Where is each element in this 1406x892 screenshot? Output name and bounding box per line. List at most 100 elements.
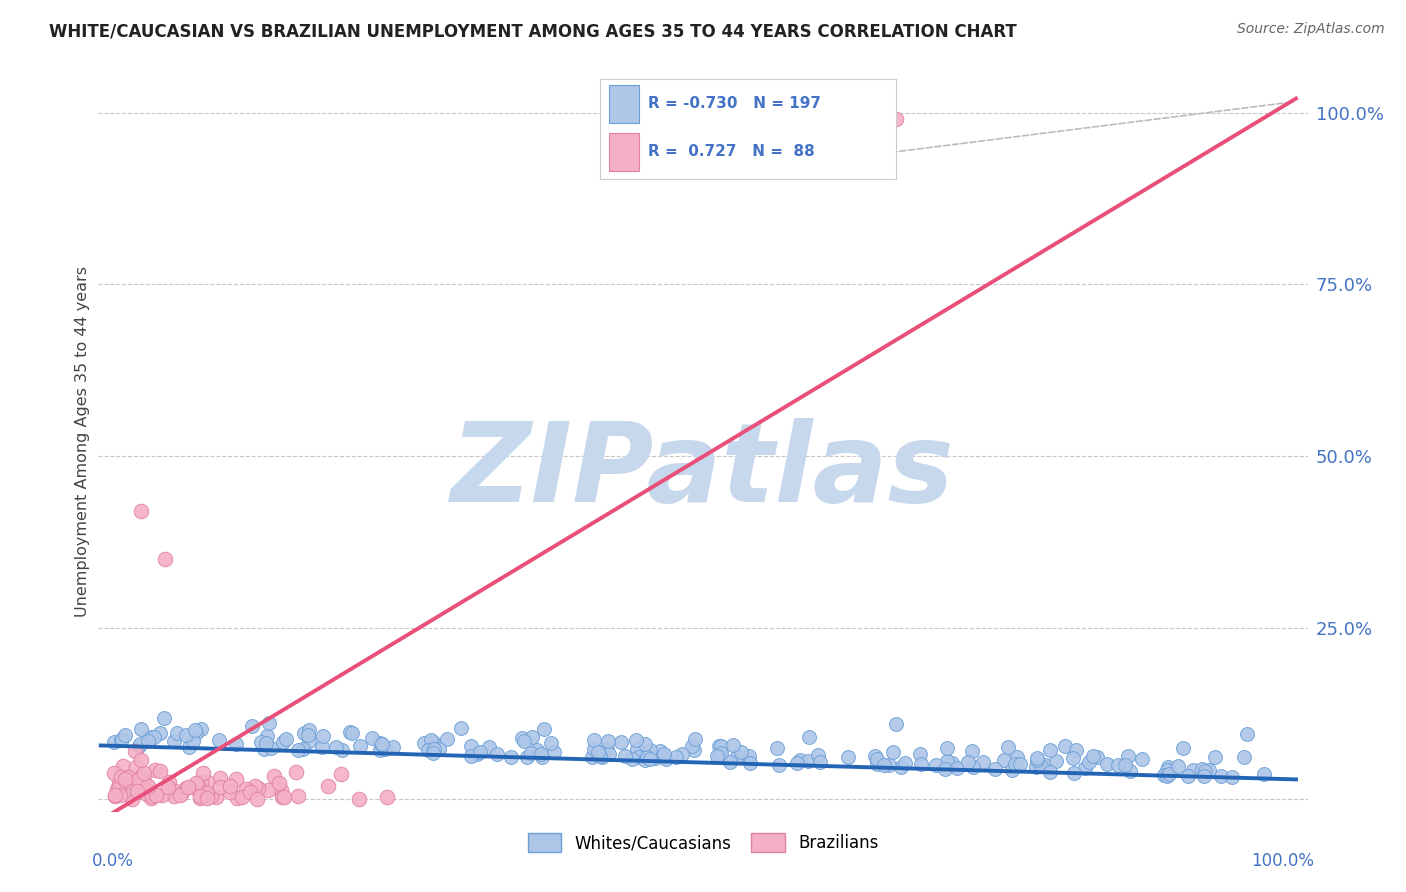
Point — [533, 723, 555, 737]
Point — [340, 726, 363, 740]
Point — [543, 745, 565, 759]
Point — [153, 552, 176, 566]
Point — [325, 740, 347, 755]
Point — [136, 779, 159, 793]
Point — [174, 728, 197, 742]
Point — [111, 776, 134, 790]
Point — [169, 788, 191, 802]
Point — [837, 750, 859, 764]
Point — [1114, 757, 1136, 772]
Point — [654, 747, 676, 761]
Point — [436, 732, 458, 747]
Point — [191, 766, 214, 780]
Point — [740, 756, 762, 771]
Point — [1204, 750, 1226, 764]
Point — [1007, 749, 1029, 764]
Point — [127, 772, 149, 787]
Point — [596, 742, 619, 756]
Point — [589, 748, 612, 763]
Point — [121, 792, 143, 806]
Point — [655, 751, 678, 765]
Point — [287, 742, 309, 756]
Point — [465, 747, 488, 761]
Point — [936, 754, 959, 768]
Point — [129, 722, 152, 736]
Point — [627, 750, 650, 764]
Point — [730, 745, 752, 759]
Point — [1004, 757, 1026, 772]
Point — [613, 748, 636, 763]
Point — [117, 774, 139, 789]
Point — [148, 726, 170, 740]
Point — [1130, 752, 1153, 766]
Point — [962, 760, 984, 774]
Point — [1010, 756, 1032, 771]
Point — [250, 735, 273, 749]
Point — [665, 750, 688, 764]
Point — [107, 774, 129, 789]
Point — [956, 755, 979, 769]
Point — [1026, 750, 1049, 764]
Point — [156, 780, 179, 794]
Point — [267, 776, 290, 790]
Point — [1118, 764, 1140, 778]
Legend: Whites/Caucasians, Brazilians: Whites/Caucasians, Brazilians — [522, 826, 884, 859]
Point — [682, 743, 704, 757]
Point — [195, 786, 218, 800]
Point — [1073, 761, 1095, 775]
Point — [634, 753, 657, 767]
Point — [330, 743, 353, 757]
Point — [273, 790, 295, 805]
Point — [112, 784, 135, 798]
Point — [626, 742, 648, 756]
Point — [374, 742, 396, 756]
Point — [540, 736, 562, 750]
Point — [889, 760, 911, 774]
Point — [235, 781, 257, 796]
Point — [1107, 758, 1129, 772]
Point — [709, 747, 731, 761]
Point — [117, 787, 139, 801]
Point — [1209, 769, 1232, 783]
Point — [908, 747, 931, 762]
Point — [104, 789, 127, 803]
Point — [105, 781, 128, 796]
Point — [257, 716, 280, 731]
Point — [866, 752, 889, 766]
Point — [946, 761, 969, 775]
Point — [129, 737, 152, 751]
Point — [347, 792, 370, 806]
Point — [132, 766, 155, 780]
Point — [1253, 766, 1275, 780]
Point — [297, 723, 319, 737]
Point — [110, 732, 132, 747]
Point — [225, 737, 247, 751]
Point — [1039, 743, 1062, 757]
Point — [124, 744, 146, 758]
Point — [117, 770, 139, 784]
Point — [368, 742, 391, 756]
Point — [681, 739, 703, 754]
Point — [460, 748, 482, 763]
Point — [103, 765, 125, 780]
Point — [134, 786, 156, 800]
Point — [136, 783, 159, 797]
Point — [582, 741, 605, 756]
Point — [209, 771, 232, 785]
Point — [863, 748, 886, 763]
Point — [1236, 727, 1258, 741]
Point — [1191, 762, 1213, 776]
Point — [1233, 750, 1256, 764]
Point — [254, 736, 277, 750]
Point — [1085, 750, 1108, 764]
Point — [208, 732, 231, 747]
Point — [375, 790, 398, 805]
Point — [1192, 769, 1215, 783]
Point — [1095, 756, 1118, 771]
Point — [638, 743, 661, 757]
Point — [136, 785, 159, 799]
Point — [243, 779, 266, 793]
Point — [260, 740, 283, 755]
Point — [108, 789, 131, 803]
Point — [910, 757, 932, 772]
